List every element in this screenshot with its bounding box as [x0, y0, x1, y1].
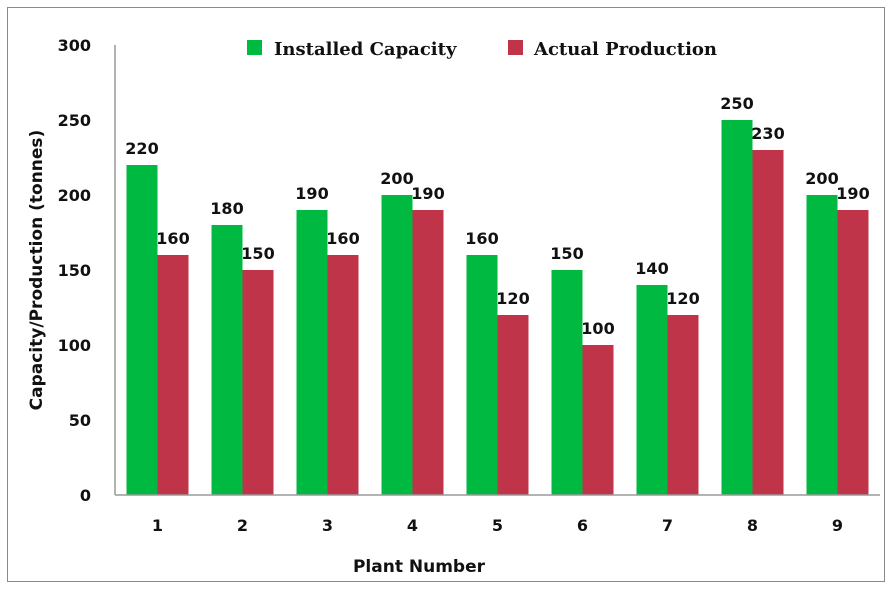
bar-actual-production-plant-7 — [667, 315, 699, 495]
data-label: 100 — [581, 319, 614, 338]
data-label: 180 — [210, 199, 243, 218]
data-label: 200 — [805, 169, 838, 188]
x-tick-label: 7 — [662, 516, 673, 535]
bar-actual-production-plant-2 — [242, 270, 274, 495]
bar-actual-production-plant-1 — [157, 255, 189, 495]
bar-chart: Installed Capacity Actual Production 050… — [27, 36, 880, 577]
x-tick-label: 4 — [407, 516, 418, 535]
data-label: 140 — [635, 259, 668, 278]
legend-swatch-installed-capacity — [247, 40, 262, 55]
data-label: 150 — [550, 244, 583, 263]
data-label: 230 — [751, 124, 784, 143]
data-label: 160 — [156, 229, 189, 248]
y-tick-label: 300 — [58, 36, 91, 55]
bar-installed-capacity-plant-4 — [381, 195, 413, 495]
data-label: 160 — [465, 229, 498, 248]
x-tick-label: 3 — [322, 516, 333, 535]
x-tick-label: 1 — [152, 516, 163, 535]
y-tick-label: 50 — [69, 411, 91, 430]
y-tick-label: 200 — [58, 186, 91, 205]
data-label: 120 — [496, 289, 529, 308]
x-axis-title: Plant Number — [353, 557, 486, 577]
bar-actual-production-plant-4 — [412, 210, 444, 495]
data-label: 250 — [720, 94, 753, 113]
bar-installed-capacity-plant-2 — [211, 225, 243, 495]
legend-swatch-actual-production — [508, 40, 523, 55]
bar-installed-capacity-plant-1 — [126, 165, 158, 495]
y-tick-label: 150 — [58, 261, 91, 280]
legend-label-actual-production: Actual Production — [533, 39, 717, 60]
x-tick-label: 6 — [577, 516, 588, 535]
x-tick-label: 8 — [747, 516, 758, 535]
x-tick-label: 5 — [492, 516, 503, 535]
y-tick-label: 100 — [58, 336, 91, 355]
data-label: 120 — [666, 289, 699, 308]
data-labels: 2201601801501901602001901601201501001401… — [125, 94, 869, 338]
y-axis-ticks: 0 50 100 150 200 250 300 — [58, 36, 91, 505]
y-tick-label: 250 — [58, 111, 91, 130]
data-label: 190 — [295, 184, 328, 203]
legend-label-installed-capacity: Installed Capacity — [274, 39, 457, 60]
data-label: 190 — [411, 184, 444, 203]
bar-installed-capacity-plant-7 — [636, 285, 668, 495]
bar-actual-production-plant-9 — [837, 210, 869, 495]
bar-installed-capacity-plant-5 — [466, 255, 498, 495]
legend: Installed Capacity Actual Production — [247, 39, 717, 60]
bar-actual-production-plant-6 — [582, 345, 614, 495]
x-tick-label: 9 — [832, 516, 843, 535]
bar-actual-production-plant-8 — [752, 150, 784, 495]
x-tick-label: 2 — [237, 516, 248, 535]
bar-installed-capacity-plant-9 — [806, 195, 838, 495]
data-label: 220 — [125, 139, 158, 158]
data-label: 200 — [380, 169, 413, 188]
y-tick-label: 0 — [80, 486, 91, 505]
bar-installed-capacity-plant-8 — [721, 120, 753, 495]
bars — [126, 120, 869, 495]
data-label: 160 — [326, 229, 359, 248]
data-label: 190 — [836, 184, 869, 203]
bar-installed-capacity-plant-6 — [551, 270, 583, 495]
bar-actual-production-plant-3 — [327, 255, 359, 495]
bar-actual-production-plant-5 — [497, 315, 529, 495]
x-axis-ticks: 1 2 3 4 5 6 7 8 9 — [152, 516, 843, 535]
y-axis-title: Capacity/Production (tonnes) — [27, 130, 47, 411]
bar-installed-capacity-plant-3 — [296, 210, 328, 495]
data-label: 150 — [241, 244, 274, 263]
chart-frame: Installed Capacity Actual Production 0 50… — [7, 7, 885, 582]
